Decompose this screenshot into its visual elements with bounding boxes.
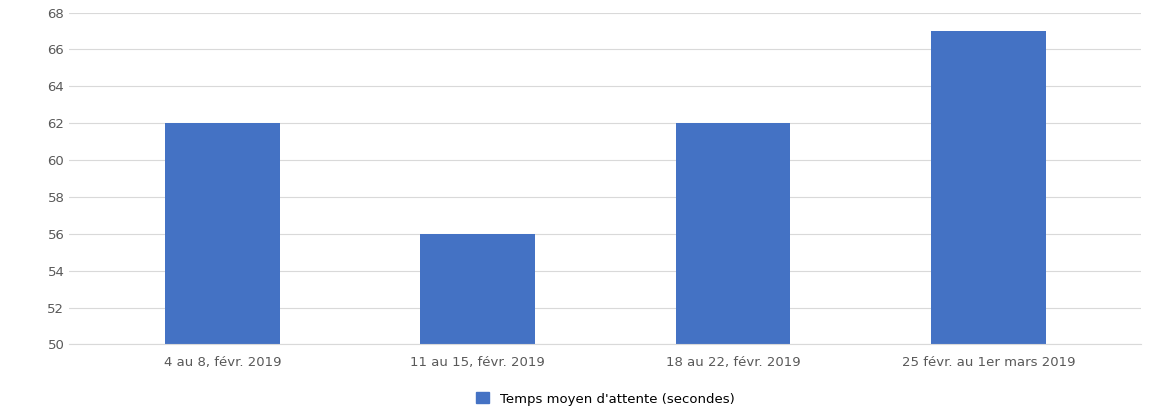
Bar — [420, 234, 535, 344]
Bar — [930, 31, 1046, 344]
Bar — [165, 123, 280, 344]
Legend: Temps moyen d'attente (secondes): Temps moyen d'attente (secondes) — [470, 387, 740, 411]
Bar — [676, 123, 791, 344]
